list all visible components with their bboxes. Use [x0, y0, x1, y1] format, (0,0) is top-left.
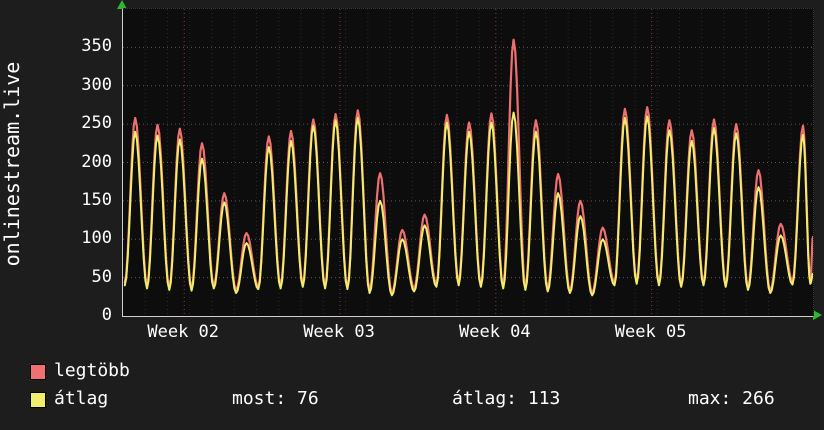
x-tick-week-04: Week 04 — [458, 322, 531, 342]
x-tick-week-03: Week 03 — [303, 322, 375, 342]
x-tick-week-05: Week 05 — [614, 322, 687, 342]
y-tick-50: 50 — [91, 266, 112, 287]
legend-swatch-atlag — [30, 392, 46, 408]
legend-label-atlag: átlag — [54, 388, 109, 409]
series-line-atlag — [123, 111, 813, 297]
y-tick-200: 200 — [81, 151, 112, 172]
stat-max: max: 266 — [688, 388, 775, 409]
y-tick-250: 250 — [81, 113, 112, 134]
stat-atlag: átlag: 113 — [452, 388, 561, 409]
y-tick-350: 350 — [81, 36, 112, 57]
x-tick-week-02: Week 02 — [147, 322, 220, 342]
legend-swatch-legtobb — [30, 364, 46, 380]
chart-canvas — [123, 9, 813, 316]
y-tick-100: 100 — [81, 228, 112, 249]
legend-label-legtobb: legtöbb — [54, 360, 130, 381]
chart-plot-area — [122, 8, 814, 317]
x-axis-arrow-icon — [813, 310, 822, 320]
stat-most: most: 76 — [232, 388, 319, 409]
y-tick-0: 0 — [101, 305, 112, 325]
y-tick-300: 300 — [81, 74, 112, 95]
y-tick-150: 150 — [81, 189, 112, 210]
y-axis-arrow-icon — [117, 0, 127, 9]
